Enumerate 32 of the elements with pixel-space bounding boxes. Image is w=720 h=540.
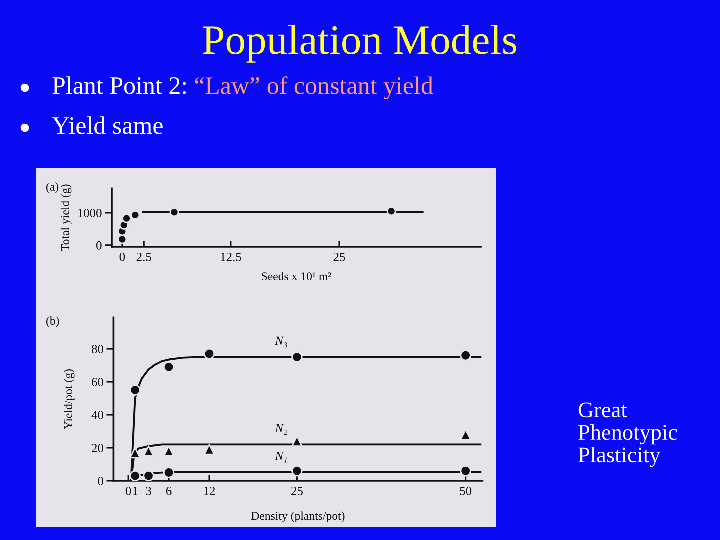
y-tick-label: 0 [96,241,102,250]
x-tick-label: 50 [460,486,472,496]
x-tick-label: 25 [334,252,346,262]
x-axis-title: Density (plants/pot) [251,512,345,523]
x-tick-label: 12.5 [221,252,242,262]
x-tick-label: 1 [133,486,138,496]
x-tick-label: 2.5 [136,252,152,262]
x-tick-label: 0 [120,252,126,262]
y-tick-label: 0 [98,477,104,486]
x-tick-label: 12 [204,486,216,496]
text: (b) [46,316,60,328]
x-axis-title: Seeds x 10¹ m² [262,272,332,281]
text: Great Phenotypic Plasticity [578,402,678,468]
x-tick-label: 25 [291,486,303,496]
series-label: N₁ [275,452,288,463]
x-tick-label: 0 [126,486,132,496]
y-tick-label: 20 [92,444,104,452]
x-tick-label: 3 [146,486,152,496]
y-axis-title: Total yield (g) [60,184,72,252]
series-label: N₂ [275,424,288,435]
y-tick-label: 80 [92,345,104,354]
y-axis-title: Yield/pot (g) [64,370,75,430]
series-label: N₃ [275,336,288,348]
text: Plant Point 2: [52,76,186,94]
y-tick-label: 60 [92,378,104,386]
text: (a) [46,182,59,194]
text: “Law” of constant yield [195,76,434,100]
chart-title: Population Models [203,25,516,63]
y-tick-label: 1000 [78,209,102,218]
x-tick-label: 6 [166,486,172,496]
y-tick-label: 40 [92,411,104,420]
text: Yield same [52,116,163,134]
